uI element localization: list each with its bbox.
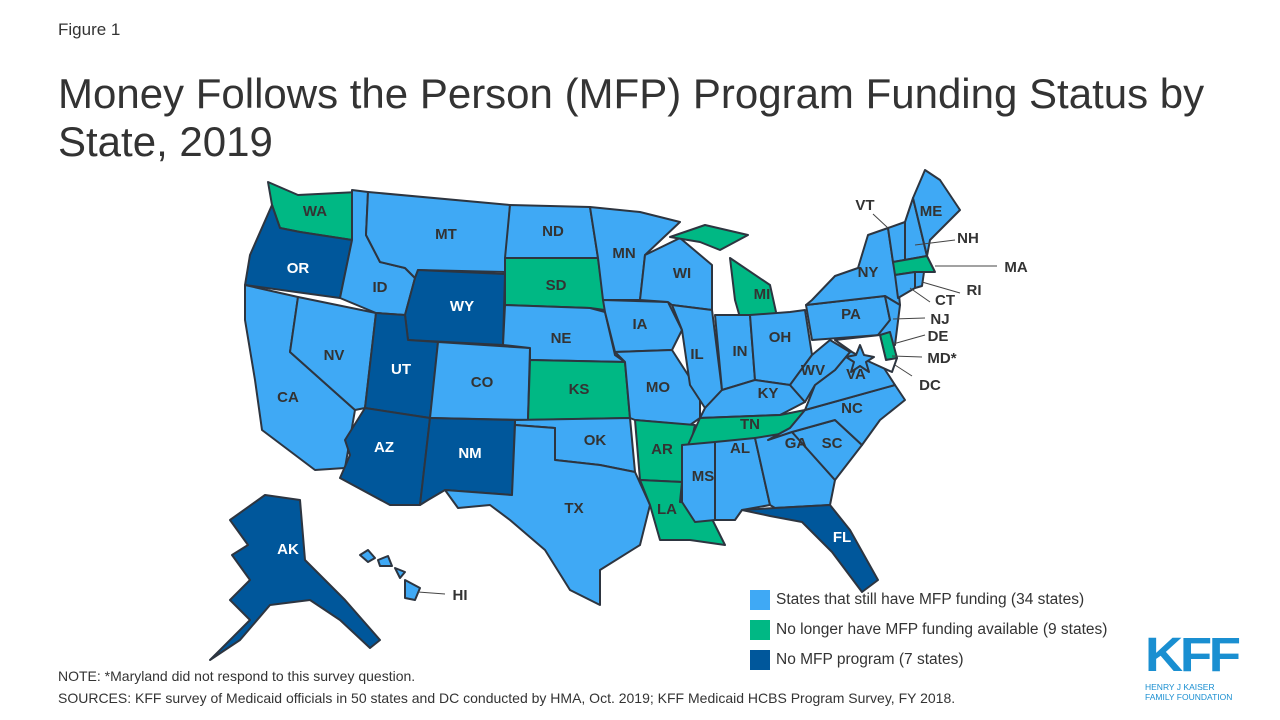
state-label-va: VA — [846, 366, 866, 383]
figure-label: Figure 1 — [58, 20, 121, 39]
state-ri — [914, 271, 925, 289]
state-label-nc: NC — [841, 400, 863, 417]
logo-mark: KFF — [1145, 629, 1241, 682]
state-label-oh: OH — [769, 329, 792, 346]
state-hi — [377, 555, 393, 567]
legend-item-no-program: No MFP program (7 states) — [750, 650, 964, 670]
state-label-pa: PA — [841, 306, 861, 323]
legend-swatch — [750, 620, 770, 640]
state-dc — [845, 344, 875, 373]
callout-line-dc — [894, 364, 913, 377]
state-label-ms: MS — [692, 468, 715, 485]
state-mo — [614, 349, 701, 426]
state-label-nj: NJ — [930, 311, 949, 328]
state-label-de: DE — [928, 328, 949, 345]
state-label-co: CO — [471, 374, 494, 391]
legend-item-no-longer-funded: No longer have MFP funding available (9 … — [750, 620, 1107, 640]
state-md — [834, 334, 898, 373]
state-label-al: AL — [730, 440, 750, 457]
state-label-ar: AR — [651, 441, 673, 458]
state-label-fl: FL — [833, 529, 851, 546]
state-hi — [359, 549, 376, 563]
state-label-az: AZ — [374, 439, 394, 456]
state-fl — [741, 504, 879, 593]
state-nc — [767, 384, 906, 446]
callout-line-nh — [914, 239, 956, 246]
state-ny — [805, 227, 901, 306]
state-label-dc: DC — [919, 377, 941, 394]
state-label-mi: MI — [754, 286, 771, 303]
state-label-sc: SC — [822, 435, 843, 452]
state-label-ct: CT — [935, 292, 955, 309]
callout-line-de — [892, 334, 926, 345]
state-label-tx: TX — [564, 500, 583, 517]
state-label-or: OR — [287, 260, 310, 277]
legend-item-has-funding: States that still have MFP funding (34 s… — [750, 590, 1084, 610]
state-ak — [209, 494, 381, 661]
callout-line-ct — [909, 287, 931, 303]
kff-logo: KFF HENRY J KAISER FAMILY FOUNDATION — [1145, 630, 1241, 703]
legend-swatch — [750, 590, 770, 610]
state-label-ks: KS — [569, 381, 590, 398]
state-label-wi: WI — [673, 265, 691, 282]
state-label-ia: IA — [633, 316, 648, 333]
state-label-id: ID — [373, 279, 388, 296]
page-title: Money Follows the Person (MFP) Program F… — [58, 70, 1205, 165]
state-label-ky: KY — [758, 385, 779, 402]
state-label-wa: WA — [303, 203, 327, 220]
logo-line2: FAMILY FOUNDATION — [1145, 692, 1233, 702]
state-label-vt: VT — [855, 197, 874, 214]
state-hi — [394, 567, 406, 579]
callout-line-vt — [872, 213, 889, 229]
state-label-nh: NH — [957, 230, 979, 247]
state-label-ri: RI — [967, 282, 982, 299]
state-ky — [699, 379, 806, 419]
callout-line-ri — [921, 281, 961, 294]
state-label-mn: MN — [612, 245, 635, 262]
state-label-mt: MT — [435, 226, 457, 243]
state-mi — [669, 224, 749, 251]
logo-line1: HENRY J KAISER — [1145, 682, 1215, 692]
state-label-la: LA — [657, 501, 677, 518]
legend-label: States that still have MFP funding (34 s… — [776, 591, 1085, 608]
state-label-ga: GA — [785, 435, 808, 452]
state-hi — [404, 579, 421, 601]
state-label-ma: MA — [1004, 259, 1027, 276]
state-label-ut: UT — [391, 361, 411, 378]
state-label-ne: NE — [551, 330, 572, 347]
sources: SOURCES: KFF survey of Medicaid official… — [58, 690, 956, 706]
state-label-il: IL — [690, 346, 703, 363]
callout-line-md — [891, 355, 923, 358]
legend-label: No longer have MFP funding available (9 … — [776, 621, 1108, 638]
state-wv — [789, 339, 851, 403]
state-label-mo: MO — [646, 379, 670, 396]
state-nv — [289, 296, 377, 411]
legend-label: No MFP program (7 states) — [776, 651, 964, 668]
state-label-wv: WV — [801, 362, 825, 379]
state-label-ca: CA — [277, 389, 299, 406]
state-tx — [444, 424, 651, 606]
callout-line-nj — [892, 317, 926, 320]
note: NOTE: *Maryland did not respond to this … — [58, 668, 416, 684]
state-label-ok: OK — [584, 432, 607, 449]
state-label-wy: WY — [450, 298, 474, 315]
legend-swatch — [750, 650, 770, 670]
callout-line-hi — [417, 591, 446, 595]
state-label-md: MD* — [927, 350, 956, 367]
state-label-ny: NY — [858, 264, 879, 281]
state-label-nd: ND — [542, 223, 564, 240]
state-label-ak: AK — [277, 541, 299, 558]
state-label-nm: NM — [458, 445, 481, 462]
state-ct — [894, 271, 916, 299]
state-label-me: ME — [920, 203, 943, 220]
state-label-tn: TN — [740, 416, 760, 433]
state-label-sd: SD — [546, 277, 567, 294]
state-label-in: IN — [733, 343, 748, 360]
state-label-hi: HI — [453, 587, 468, 604]
state-label-nv: NV — [324, 347, 345, 364]
